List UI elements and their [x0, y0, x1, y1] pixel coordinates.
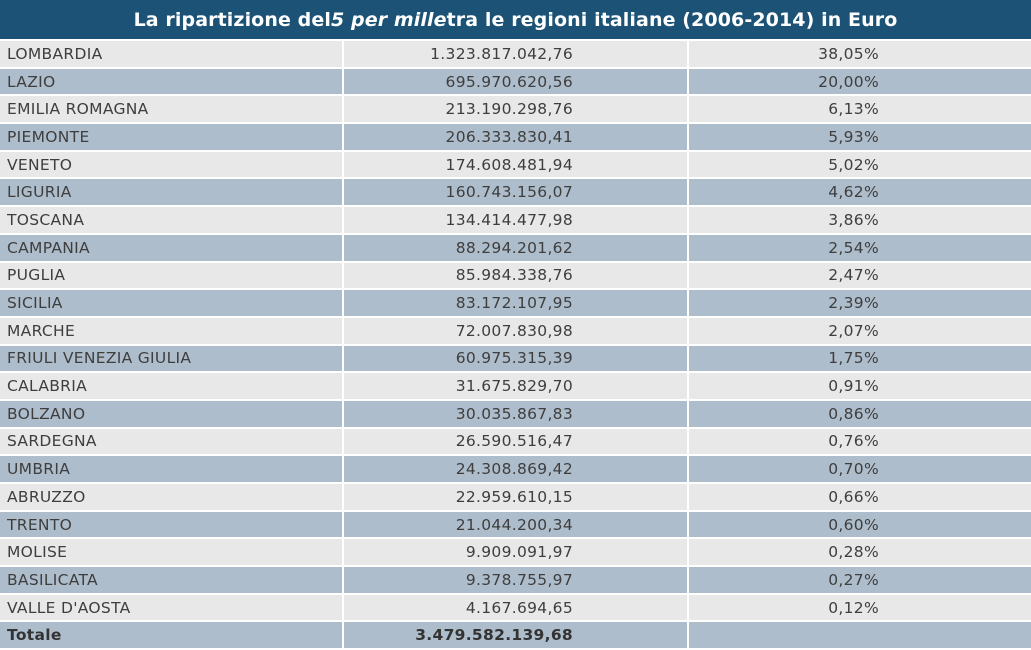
amount-cell: 4.167.694,65	[343, 593, 689, 623]
amount-cell: 88.294.201,62	[343, 233, 689, 263]
share-cell: 0,91%	[688, 372, 1031, 401]
share-cell: 0,70%	[688, 455, 1031, 484]
table-row: LAZIO 695.970.620,56 20,00%	[0, 67, 1031, 97]
region-cell: LOMBARDIA	[0, 41, 344, 69]
share-cell: 0,76%	[688, 427, 1031, 457]
region-cell: PUGLIA	[0, 261, 344, 291]
table-row: CAMPANIA 88.294.201,62 2,54%	[0, 233, 1031, 263]
table-row: SARDEGNA 26.590.516,47 0,76%	[0, 427, 1031, 457]
share-cell: 5,02%	[688, 150, 1031, 180]
amount-cell: 24.308.869,42	[343, 455, 689, 484]
share-cell: 0,60%	[688, 510, 1031, 540]
table-row: FRIULI VENEZIA GIULIA 60.975.315,39 1,75%	[0, 344, 1031, 374]
amount-cell: 83.172.107,95	[343, 289, 689, 318]
amount-cell: 206.333.830,41	[343, 123, 689, 152]
table-row: BASILICATA 9.378.755,97 0,27%	[0, 566, 1031, 595]
table-row: LOMBARDIA 1.323.817.042,76 38,05%	[0, 41, 1031, 69]
share-cell: 2,54%	[688, 233, 1031, 263]
amount-cell: 30.035.867,83	[343, 399, 689, 429]
table-row: TRENTO 21.044.200,34 0,60%	[0, 510, 1031, 540]
amount-cell: 134.414.477,98	[343, 206, 689, 235]
region-cell: MARCHE	[0, 316, 344, 346]
amount-cell: 21.044.200,34	[343, 510, 689, 540]
title-italic: 5 per mille	[330, 8, 447, 31]
region-cell: CAMPANIA	[0, 233, 344, 263]
region-cell: EMILIA ROMAGNA	[0, 95, 344, 125]
region-cell: TRENTO	[0, 510, 344, 540]
share-cell: 38,05%	[688, 41, 1031, 69]
share-cell: 0,28%	[688, 538, 1031, 568]
amount-cell: 160.743.156,07	[343, 178, 689, 208]
table-row: BOLZANO 30.035.867,83 0,86%	[0, 399, 1031, 429]
table-row: CALABRIA 31.675.829,70 0,91%	[0, 372, 1031, 401]
amount-cell: 72.007.830,98	[343, 316, 689, 346]
share-cell: 3,86%	[688, 206, 1031, 235]
region-cell: TOSCANA	[0, 206, 344, 235]
share-cell: 2,47%	[688, 261, 1031, 291]
region-cell: SARDEGNA	[0, 427, 344, 457]
amount-cell: 26.590.516,47	[343, 427, 689, 457]
region-cell: BASILICATA	[0, 566, 344, 595]
amount-cell: 85.984.338,76	[343, 261, 689, 291]
table-row: LIGURIA 160.743.156,07 4,62%	[0, 178, 1031, 208]
table-body: LOMBARDIA 1.323.817.042,76 38,05% LAZIO 695.…	[0, 41, 1031, 650]
table-title: La ripartizione del 5 per mille tra le r…	[0, 0, 1031, 41]
table-row: PUGLIA 85.984.338,76 2,47%	[0, 261, 1031, 291]
amount-cell: 174.608.481,94	[343, 150, 689, 180]
amount-cell: 1.323.817.042,76	[343, 41, 689, 69]
table-row: MOLISE 9.909.091,97 0,28%	[0, 538, 1031, 568]
table-row: PIEMONTE 206.333.830,41 5,93%	[0, 123, 1031, 152]
share-cell: 6,13%	[688, 95, 1031, 125]
amount-cell: 22.959.610,15	[343, 483, 689, 512]
table-row: MARCHE 72.007.830,98 2,07%	[0, 316, 1031, 346]
table-row: ABRUZZO 22.959.610,15 0,66%	[0, 483, 1031, 512]
share-cell: 2,07%	[688, 316, 1031, 346]
title-suffix: tra le regioni italiane (2006-2014) in E…	[446, 8, 898, 31]
share-cell: 2,39%	[688, 289, 1031, 318]
title-prefix: La ripartizione del	[133, 8, 331, 31]
region-cell: FRIULI VENEZIA GIULIA	[0, 344, 344, 374]
region-cell: LIGURIA	[0, 178, 344, 208]
region-cell: VALLE D'AOSTA	[0, 593, 344, 623]
table-row: VENETO 174.608.481,94 5,02%	[0, 150, 1031, 180]
table-row: UMBRIA 24.308.869,42 0,70%	[0, 455, 1031, 484]
amount-cell: 60.975.315,39	[343, 344, 689, 374]
amount-cell: 213.190.298,76	[343, 95, 689, 125]
amount-cell: 9.909.091,97	[343, 538, 689, 568]
share-cell: 0,66%	[688, 483, 1031, 512]
region-table: LOMBARDIA 1.323.817.042,76 38,05% LAZIO 695.…	[0, 41, 1031, 650]
amount-cell: 9.378.755,97	[343, 566, 689, 595]
share-cell: 1,75%	[688, 344, 1031, 374]
amount-cell: 31.675.829,70	[343, 372, 689, 401]
region-cell: MOLISE	[0, 538, 344, 568]
region-cell: UMBRIA	[0, 455, 344, 484]
share-cell: 4,62%	[688, 178, 1031, 208]
table-row: EMILIA ROMAGNA 213.190.298,76 6,13%	[0, 95, 1031, 125]
region-cell: PIEMONTE	[0, 123, 344, 152]
share-cell: 5,93%	[688, 123, 1031, 152]
table-row: VALLE D'AOSTA 4.167.694,65 0,12%	[0, 593, 1031, 623]
share-cell: 0,12%	[688, 593, 1031, 623]
share-cell: 0,86%	[688, 399, 1031, 429]
amount-cell: 695.970.620,56	[343, 67, 689, 97]
region-cell: ABRUZZO	[0, 483, 344, 512]
region-cell: BOLZANO	[0, 399, 344, 429]
share-cell: 0,27%	[688, 566, 1031, 595]
table-row: TOSCANA 134.414.477,98 3,86%	[0, 206, 1031, 235]
region-cell: CALABRIA	[0, 372, 344, 401]
region-cell: SICILIA	[0, 289, 344, 318]
share-cell: 20,00%	[688, 67, 1031, 97]
region-cell: LAZIO	[0, 67, 344, 97]
table-row: SICILIA 83.172.107,95 2,39%	[0, 289, 1031, 318]
region-cell: VENETO	[0, 150, 344, 180]
